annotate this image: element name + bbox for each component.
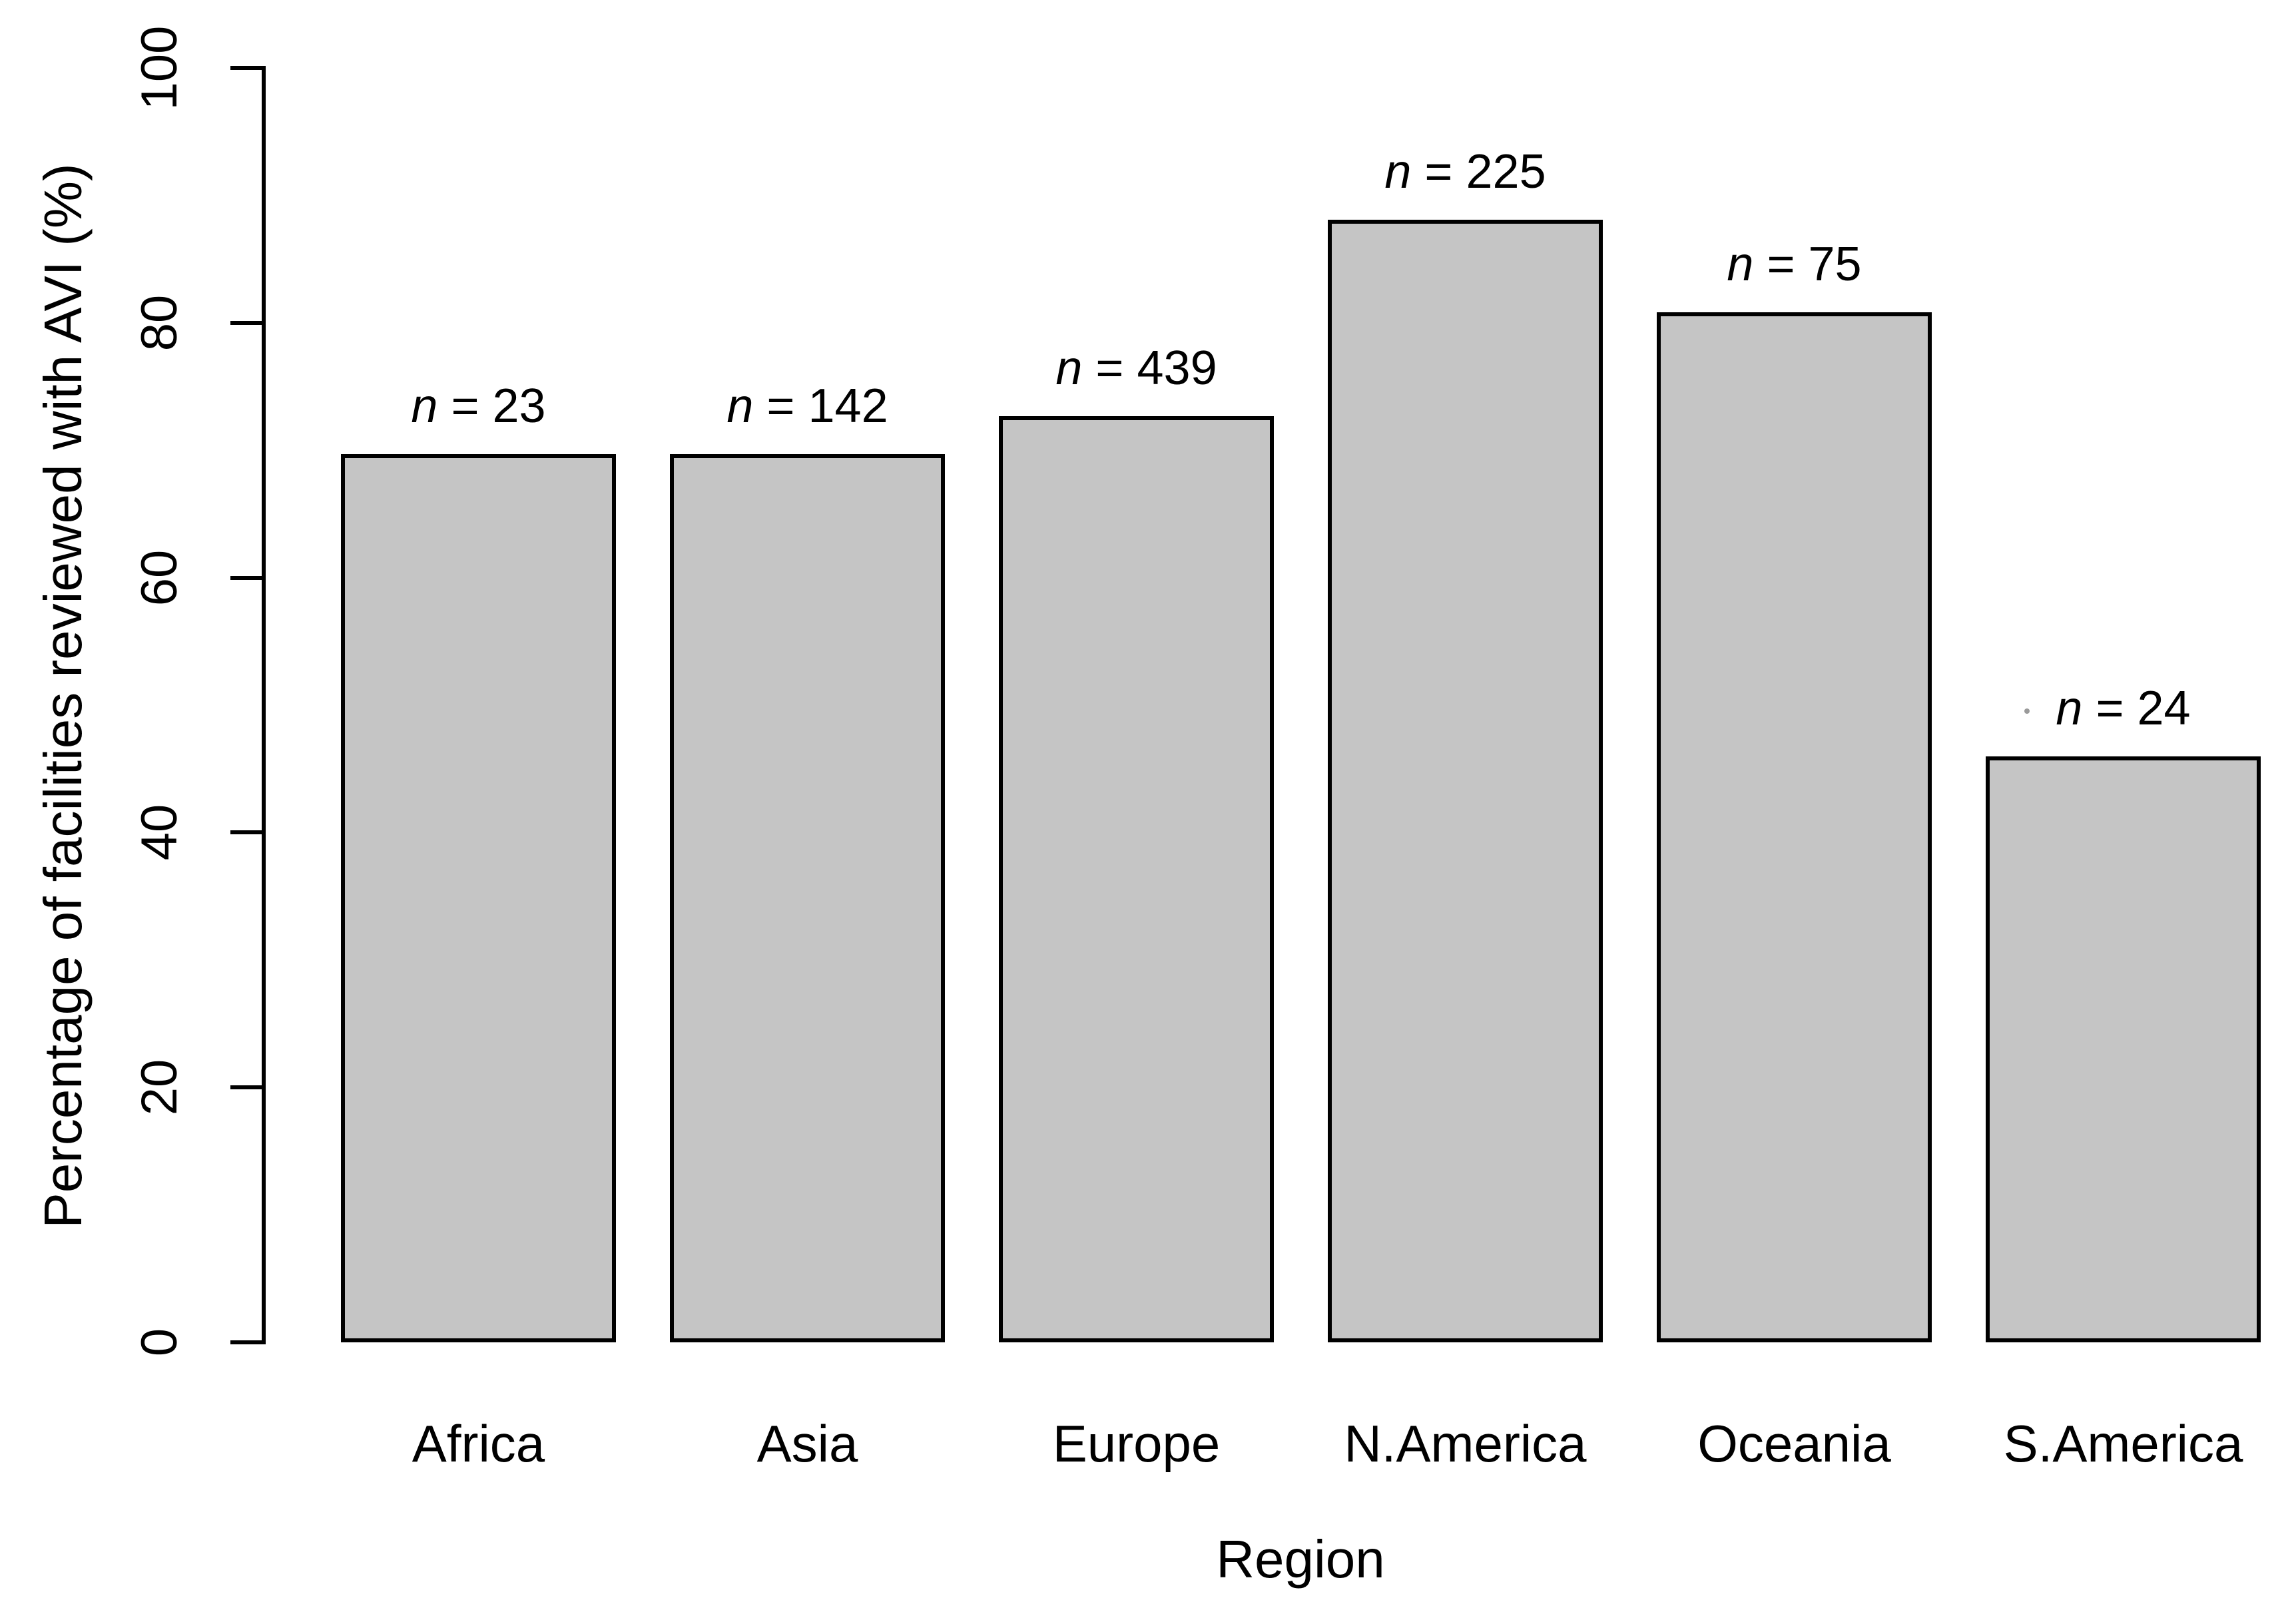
x-category-label-n-america: N.America — [1344, 1414, 1587, 1473]
y-tick-mark-60 — [230, 575, 264, 580]
bar-count-label-n-america: n = 225 — [1384, 144, 1546, 198]
bar-count-label-asia: n = 142 — [726, 379, 888, 433]
bar-count-label-africa: n = 23 — [411, 379, 546, 433]
y-tick-label-80: 80 — [131, 294, 188, 352]
x-axis-title: Region — [1216, 1529, 1385, 1589]
bar-n-america — [1328, 219, 1603, 1342]
n-symbol: n — [1384, 144, 1412, 198]
y-tick-mark-20 — [230, 1085, 264, 1090]
bar-count-label-s-america: n = 24 — [2056, 681, 2191, 735]
y-tick-label-100: 100 — [131, 25, 188, 111]
x-category-label-africa: Africa — [412, 1414, 545, 1473]
n-symbol: n — [2056, 681, 2083, 735]
n-symbol: n — [1727, 238, 1754, 292]
bar-oceania — [1657, 312, 1932, 1342]
n-symbol: n — [411, 379, 438, 433]
y-tick-label-60: 60 — [131, 549, 188, 606]
x-category-label-s-america: S.America — [2003, 1414, 2243, 1473]
x-category-label-oceania: Oceania — [1697, 1414, 1891, 1473]
y-axis-title: Percentage of facilities reviewed with A… — [33, 163, 93, 1228]
x-category-label-asia: Asia — [756, 1414, 858, 1473]
y-tick-label-20: 20 — [131, 1059, 188, 1116]
x-category-label-europe: Europe — [1052, 1414, 1221, 1473]
y-tick-mark-100 — [230, 66, 264, 70]
n-symbol: n — [726, 379, 754, 433]
y-tick-mark-0 — [230, 1340, 264, 1344]
y-axis-line — [262, 66, 266, 1344]
y-tick-label-0: 0 — [131, 1328, 188, 1357]
bar-count-label-europe: n = 439 — [1055, 341, 1217, 395]
y-tick-label-40: 40 — [131, 804, 188, 861]
bar-asia — [670, 453, 945, 1342]
bar-europe — [999, 415, 1274, 1342]
y-tick-mark-40 — [230, 830, 264, 835]
y-tick-mark-80 — [230, 320, 264, 325]
bar-count-label-oceania: n = 75 — [1727, 238, 1862, 292]
n-symbol: n — [1055, 341, 1083, 395]
bar-africa — [341, 453, 616, 1342]
speck-artifact — [2024, 708, 2030, 714]
bar-s-america — [1986, 756, 2261, 1342]
